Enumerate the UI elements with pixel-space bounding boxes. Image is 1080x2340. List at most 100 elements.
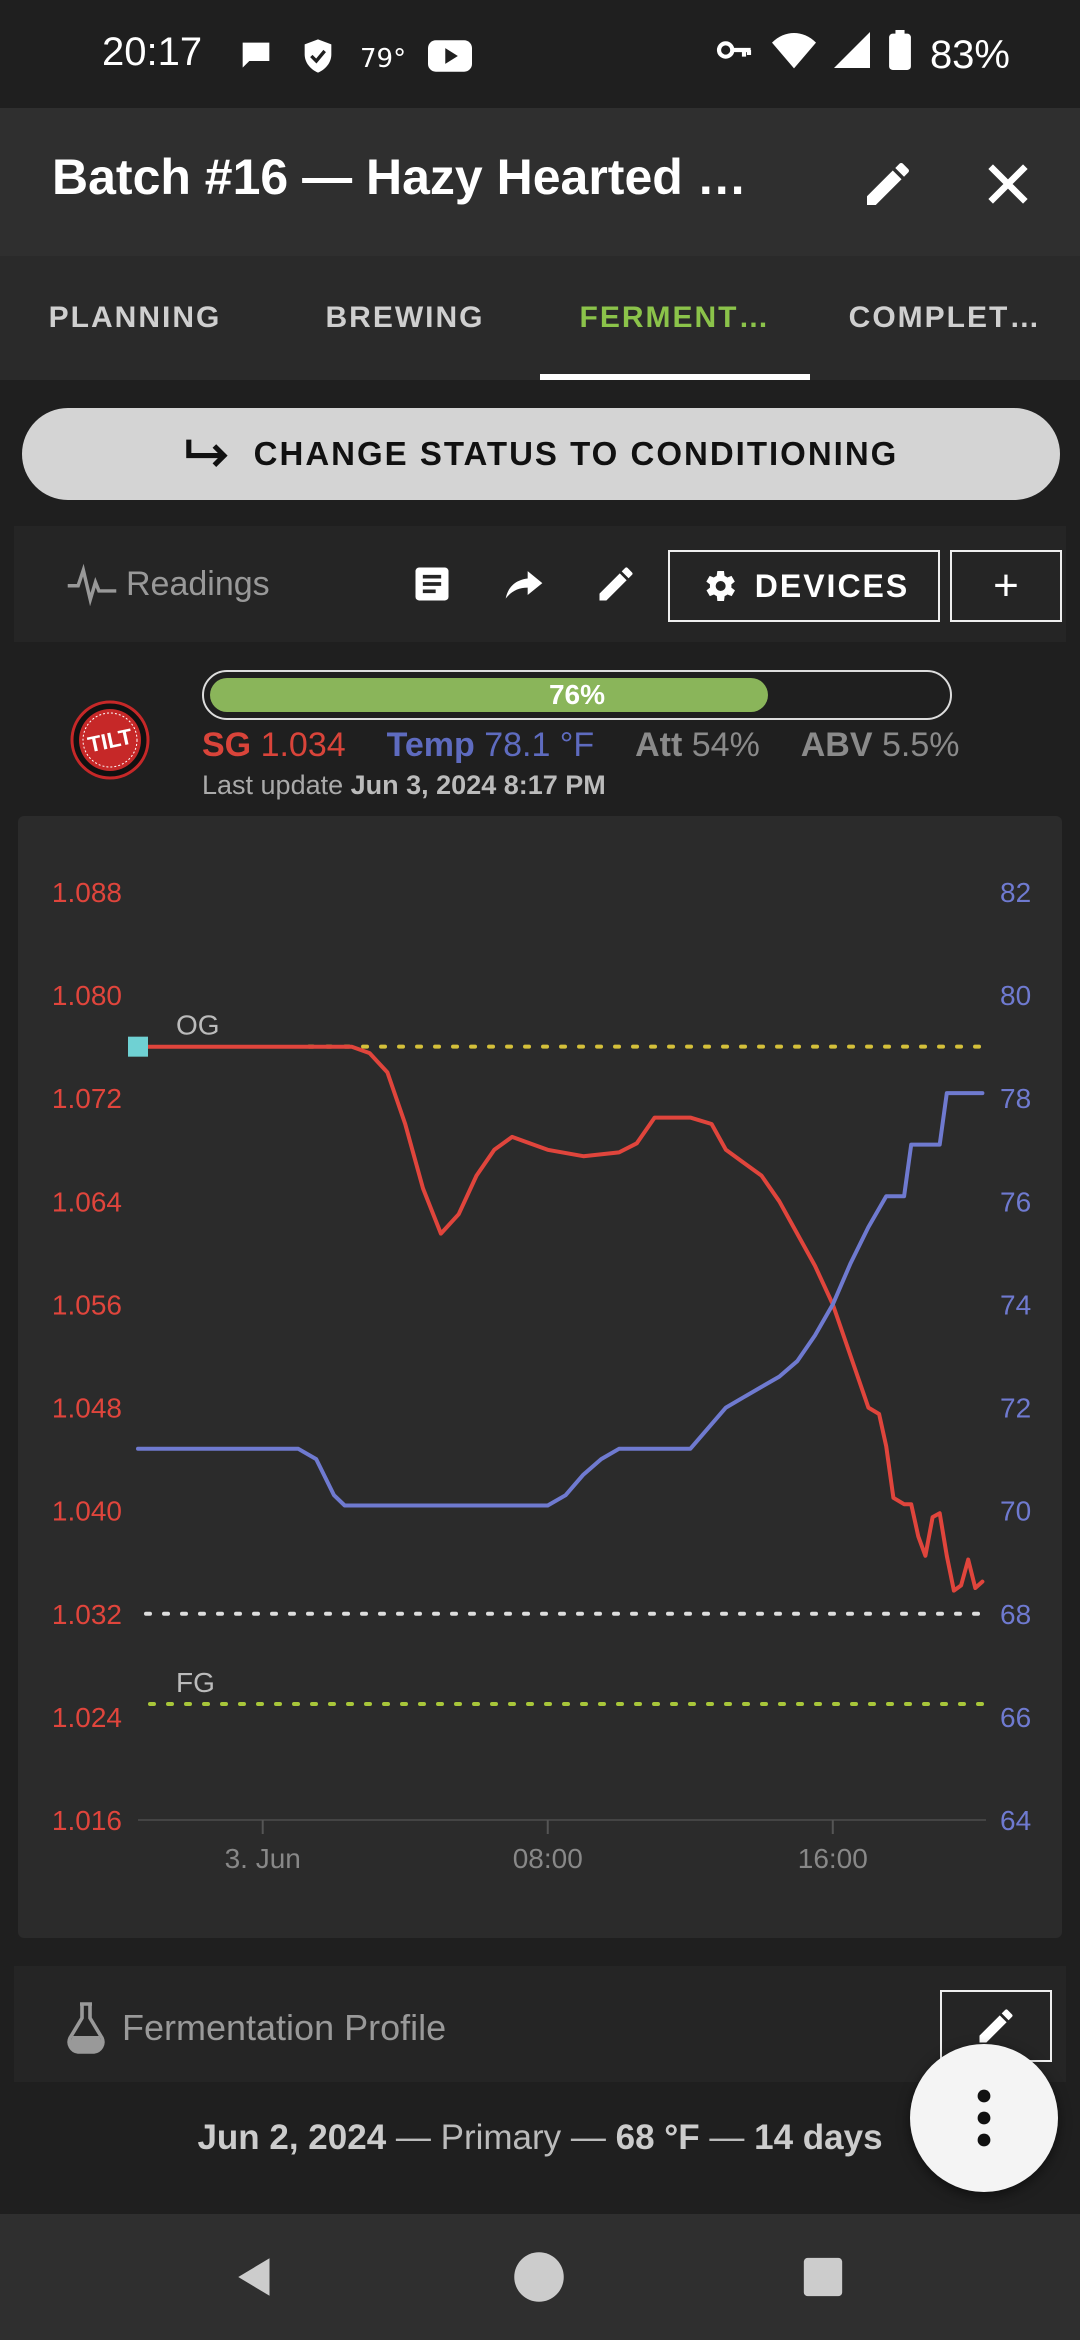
temp-value: 78.1 °F bbox=[484, 726, 595, 764]
status-time: 20:17 bbox=[102, 30, 203, 74]
wifi-icon bbox=[771, 30, 816, 80]
sg-value: 1.034 bbox=[260, 726, 346, 764]
og-marker bbox=[128, 1036, 148, 1057]
step-date: Jun 2, 2024 bbox=[197, 2118, 387, 2157]
edit-readings-button[interactable] bbox=[586, 554, 646, 614]
youtube-icon bbox=[428, 39, 473, 78]
readings-chart[interactable]: 1.088 1.080 1.072 1.064 1.056 1.048 1.040 1.032… bbox=[18, 816, 1062, 1938]
x-axis-tick: 3. Jun bbox=[225, 1843, 301, 1874]
last-update-value: Jun 3, 2024 8:17 PM bbox=[350, 770, 606, 800]
close-icon bbox=[988, 164, 1028, 204]
tab-brewing[interactable]: BREWING bbox=[325, 301, 485, 334]
fermentation-profile-label: Fermentation Profile bbox=[122, 2007, 447, 2048]
abv-value: 5.5% bbox=[881, 726, 960, 764]
gear-icon bbox=[706, 571, 735, 601]
tilt-logo: TILT bbox=[70, 700, 150, 780]
pencil-icon bbox=[599, 567, 633, 601]
last-update-label: Last update bbox=[202, 770, 344, 800]
og-label: OG bbox=[176, 1010, 220, 1041]
fermentation-profile-title: Fermentation Profile bbox=[66, 2002, 446, 2054]
change-status-button[interactable]: CHANGE STATUS TO CONDITIONING bbox=[22, 408, 1060, 500]
vpn-key-icon bbox=[714, 30, 754, 80]
tab-planning[interactable]: PLANNING bbox=[48, 301, 222, 334]
right-axis-tick: 82 bbox=[1000, 877, 1031, 908]
left-axis-tick: 1.032 bbox=[52, 1599, 122, 1630]
tilt-summary: TILT 76% SG 1.034 Temp 78.1 °F Att 54% A… bbox=[0, 660, 1080, 810]
arrow-right-hook-icon bbox=[185, 439, 228, 468]
x-axis-tick: 08:00 bbox=[513, 1843, 583, 1874]
close-button[interactable] bbox=[976, 152, 1040, 216]
pencil-icon bbox=[979, 2009, 1013, 2043]
more-vert-icon bbox=[977, 2089, 991, 2147]
left-axis-tick: 1.024 bbox=[52, 1702, 122, 1733]
tab-completed[interactable]: COMPLET… bbox=[848, 301, 1042, 334]
left-axis-tick: 1.048 bbox=[52, 1393, 122, 1424]
tab-fermenting[interactable]: FERMENT… bbox=[540, 256, 810, 380]
readings-chart-svg: 1.088 1.080 1.072 1.064 1.056 1.048 1.040 1.032… bbox=[52, 877, 1031, 1874]
pencil-icon bbox=[867, 162, 909, 205]
att-value: 54% bbox=[691, 726, 760, 764]
right-axis-tick: 68 bbox=[1000, 1599, 1031, 1630]
step-sep-1: — Primary — bbox=[386, 2118, 616, 2157]
temperature-series-line bbox=[136, 1091, 985, 1508]
battery-percent: 83% bbox=[929, 32, 1010, 77]
fg-label: FG bbox=[176, 1667, 215, 1698]
back-triangle-icon bbox=[238, 2258, 270, 2296]
left-axis-tick: 1.080 bbox=[52, 980, 122, 1011]
right-axis-tick: 64 bbox=[1000, 1805, 1031, 1836]
pulse-icon bbox=[67, 563, 117, 606]
more-options-fab[interactable] bbox=[910, 2044, 1058, 2192]
nav-recents-button[interactable] bbox=[790, 2244, 856, 2310]
edit-batch-button[interactable] bbox=[856, 152, 920, 216]
right-axis-tick: 74 bbox=[1000, 1289, 1031, 1320]
recents-square-icon bbox=[803, 2257, 843, 2297]
notes-icon bbox=[415, 567, 449, 601]
right-axis-tick: 76 bbox=[1000, 1186, 1031, 1217]
add-reading-button[interactable]: + bbox=[950, 550, 1062, 622]
att-label: Att bbox=[635, 726, 683, 764]
fermentation-progress-bar: 76% bbox=[202, 670, 952, 720]
chat-bubble-icon bbox=[236, 36, 276, 81]
home-circle-icon bbox=[514, 2252, 564, 2302]
app-bar: Batch #16 — Hazy Hearted … bbox=[0, 108, 1080, 256]
shield-icon bbox=[298, 36, 338, 81]
signal-icon bbox=[833, 30, 870, 80]
left-axis-tick: 1.088 bbox=[52, 877, 122, 908]
left-axis-tick: 1.016 bbox=[52, 1805, 122, 1836]
weather-temp: 79° bbox=[360, 43, 407, 74]
status-bar: 20:17 79° 83% bbox=[0, 0, 1080, 108]
step-sep-2: — bbox=[699, 2118, 755, 2157]
system-nav-bar bbox=[0, 2214, 1080, 2340]
right-axis-tick: 80 bbox=[1000, 980, 1031, 1011]
nav-home-button[interactable] bbox=[506, 2244, 572, 2310]
right-axis-tick: 72 bbox=[1000, 1393, 1031, 1424]
flask-icon bbox=[67, 2002, 105, 2054]
change-status-label: CHANGE STATUS TO CONDITIONING bbox=[253, 435, 899, 472]
step-temp: 68 °F bbox=[615, 2118, 700, 2157]
readings-header: Readings bbox=[66, 562, 270, 606]
step-days: 14 days bbox=[754, 2118, 883, 2157]
right-axis-tick: 70 bbox=[1000, 1496, 1031, 1527]
nav-back-button[interactable] bbox=[224, 2244, 290, 2310]
left-axis-tick: 1.072 bbox=[52, 1083, 122, 1114]
gravity-series-line bbox=[136, 1044, 985, 1593]
temp-label: Temp bbox=[386, 726, 475, 764]
devices-button[interactable]: DEVICES bbox=[668, 550, 940, 622]
devices-label: DEVICES bbox=[754, 567, 910, 604]
sg-label: SG bbox=[202, 726, 252, 764]
notes-button[interactable] bbox=[402, 554, 462, 614]
share-arrow-icon bbox=[505, 571, 543, 599]
left-axis-tick: 1.056 bbox=[52, 1289, 122, 1320]
progress-fill bbox=[210, 678, 768, 712]
right-axis-tick: 78 bbox=[1000, 1083, 1031, 1114]
last-update: Last update Jun 3, 2024 8:17 PM bbox=[202, 770, 606, 801]
readings-label: Readings bbox=[126, 564, 270, 603]
left-axis-tick: 1.064 bbox=[52, 1186, 122, 1217]
right-axis-tick: 66 bbox=[1000, 1702, 1031, 1733]
progress-percent: 76% bbox=[548, 679, 606, 710]
tilt-stats: SG 1.034 Temp 78.1 °F Att 54% ABV 5.5% bbox=[202, 726, 959, 765]
share-button[interactable] bbox=[494, 554, 554, 614]
battery-icon bbox=[888, 30, 912, 80]
batch-title: Batch #16 — Hazy Hearted … bbox=[52, 149, 747, 205]
status-left-icons: 79° bbox=[236, 36, 473, 81]
